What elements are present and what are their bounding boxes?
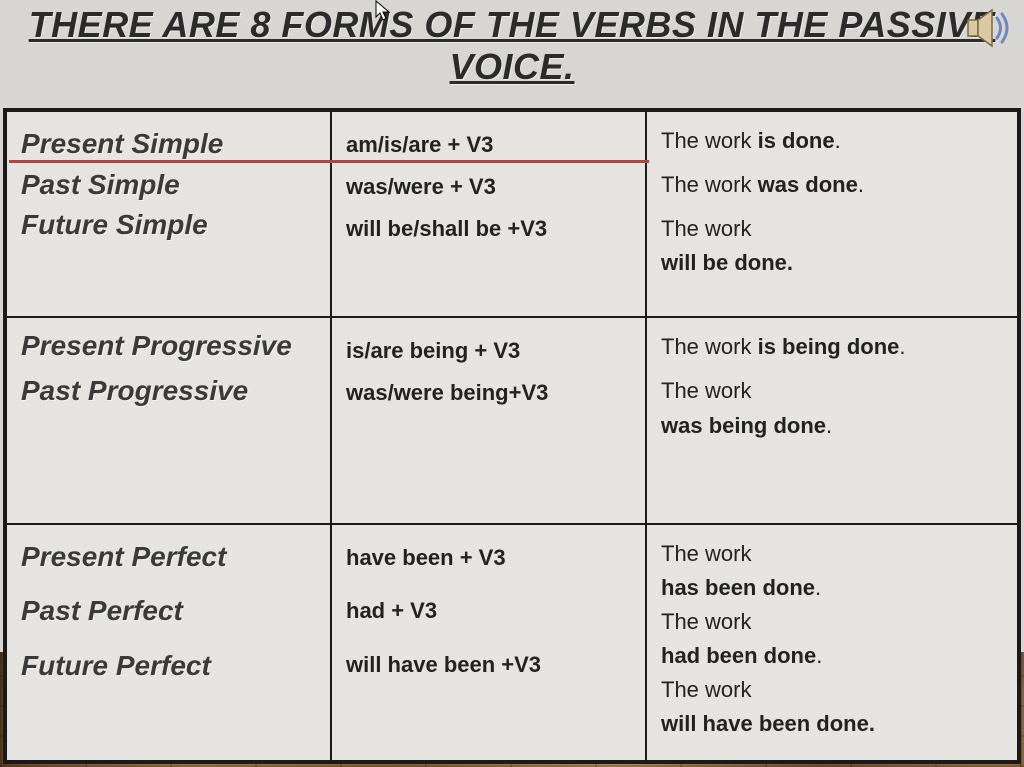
tense-label: Past Progressive bbox=[21, 371, 316, 412]
tense-label: Present Perfect bbox=[21, 537, 316, 578]
tense-label: Past Perfect bbox=[21, 591, 316, 632]
formula-cell-simple: am/is/are + V3 was/were + V3 will be/sha… bbox=[331, 111, 646, 317]
red-divider bbox=[9, 160, 649, 163]
formula-text: was/were being+V3 bbox=[346, 372, 631, 414]
example-text: The work was done. bbox=[661, 168, 1003, 202]
example-text: The workhas been done. bbox=[661, 537, 1003, 605]
tense-cell-progressive: Present Progressive Past Progressive bbox=[6, 317, 331, 523]
example-text: The workwas being done. bbox=[661, 374, 1003, 442]
formula-text: will be/shall be +V3 bbox=[346, 208, 631, 250]
tense-label: Future Perfect bbox=[21, 646, 316, 687]
tense-label: Present Progressive bbox=[21, 330, 316, 362]
speaker-icon bbox=[964, 4, 1016, 57]
example-cell-progressive: The work is being done. The workwas bein… bbox=[646, 317, 1018, 523]
example-text: The work is being done. bbox=[661, 330, 1003, 364]
formula-cell-perfect: have been + V3 had + V3 will have been +… bbox=[331, 524, 646, 761]
tense-label: Past Simple bbox=[21, 165, 316, 206]
example-text: The work is done. bbox=[661, 124, 1003, 158]
formula-cell-progressive: is/are being + V3 was/were being+V3 bbox=[331, 317, 646, 523]
formula-text: is/are being + V3 bbox=[346, 330, 631, 372]
example-cell-simple: The work is done. The work was done. The… bbox=[646, 111, 1018, 317]
tense-label: Present Simple bbox=[21, 124, 316, 165]
example-cell-perfect: The workhas been done. The workhad been … bbox=[646, 524, 1018, 761]
formula-text: had + V3 bbox=[346, 590, 631, 632]
example-text: The workwill be done. bbox=[661, 212, 1003, 280]
example-text: The workwill have been done. bbox=[661, 673, 1003, 741]
page-title: THERE ARE 8 FORMS OF THE VERBS IN THE PA… bbox=[0, 0, 1024, 106]
formula-text: have been + V3 bbox=[346, 537, 631, 579]
tense-cell-perfect: Present Perfect Past Perfect Future Perf… bbox=[6, 524, 331, 761]
example-text: The workhad been done. bbox=[661, 605, 1003, 673]
formula-text: will have been +V3 bbox=[346, 644, 631, 686]
tense-cell-simple: Present Simple Past Simple Future Simple bbox=[6, 111, 331, 317]
passive-voice-table: Present Simple Past Simple Future Simple… bbox=[3, 108, 1021, 764]
cursor-icon bbox=[375, 0, 391, 27]
formula-text: was/were + V3 bbox=[346, 166, 631, 208]
tense-label: Future Simple bbox=[21, 205, 316, 246]
